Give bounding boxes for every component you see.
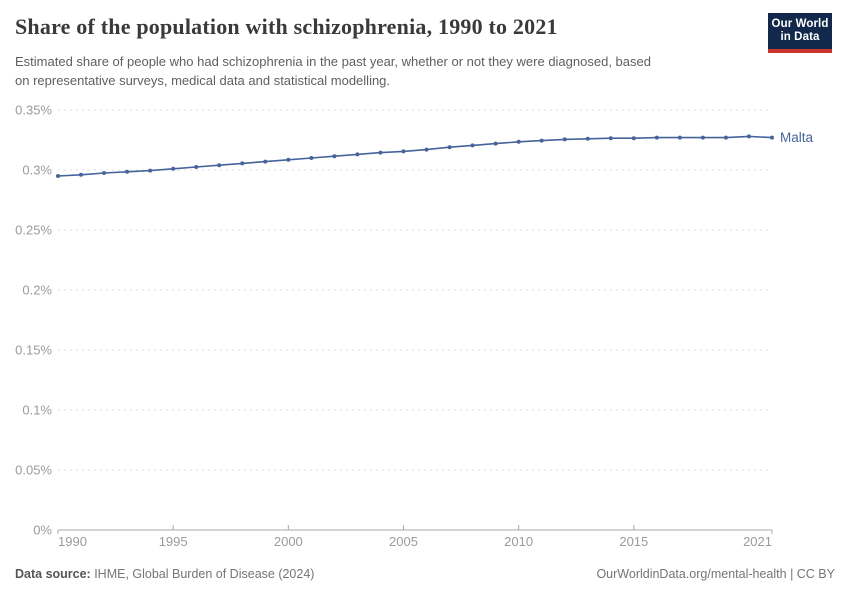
data-point[interactable] [309, 156, 314, 160]
chart-subtitle: Estimated share of people who had schizo… [15, 54, 651, 88]
data-point[interactable] [723, 135, 728, 140]
data-point[interactable] [240, 161, 245, 166]
data-point[interactable] [677, 135, 682, 140]
y-tick-label: 0.1% [22, 403, 52, 418]
data-point[interactable] [493, 141, 498, 146]
y-tick-label: 0.25% [15, 223, 52, 238]
data-point[interactable] [631, 136, 636, 141]
data-point[interactable] [148, 168, 153, 173]
x-tick-label: 2005 [389, 534, 418, 549]
data-point[interactable] [217, 163, 222, 168]
footer-link[interactable]: OurWorldinData.org/mental-health | CC BY [596, 567, 835, 581]
data-point[interactable] [263, 159, 268, 164]
y-tick-label: 0.3% [22, 163, 52, 178]
data-source-value: IHME, Global Burden of Disease (2024) [90, 567, 315, 581]
data-source-label: Data source: [15, 567, 91, 581]
x-tick-label: 1995 [159, 534, 188, 549]
x-tick-label: 2010 [504, 534, 533, 549]
data-point[interactable] [102, 171, 107, 175]
data-point[interactable] [125, 169, 130, 174]
line-chart-canvas[interactable]: 0% 0.05% 0.1% 0.15% 0.2% 0.25% 0.3% 0.35% 1990 19… [0, 0, 850, 560]
y-tick-label: 0.15% [15, 343, 52, 358]
data-point[interactable] [539, 138, 544, 143]
data-point[interactable] [194, 165, 199, 169]
data-point[interactable] [401, 149, 406, 154]
owid-logo-line1: Our World [771, 18, 829, 30]
data-point[interactable] [585, 136, 590, 141]
data-point[interactable] [447, 145, 452, 150]
data-point[interactable] [286, 157, 291, 162]
data-point[interactable] [171, 166, 176, 171]
owid-logo-line2: in Data [780, 31, 820, 43]
data-point[interactable] [355, 152, 360, 157]
page-title: Share of the population with schizophren… [15, 14, 558, 39]
x-tick-label: 2021 [743, 534, 772, 549]
chart-footer: Data source: IHME, Global Burden of Dise… [15, 567, 835, 581]
y-tick-label: 0% [33, 523, 52, 538]
data-point[interactable] [516, 139, 521, 144]
series-line[interactable] [57, 135, 773, 177]
data-point[interactable] [700, 135, 705, 140]
data-point[interactable] [56, 174, 60, 178]
data-point[interactable] [332, 154, 337, 159]
data-point[interactable] [654, 135, 659, 140]
owid-logo[interactable]: Our World in Data [768, 13, 832, 53]
x-tick-label: 1990 [58, 534, 87, 549]
y-tick-label: 0.05% [15, 463, 52, 478]
data-source-note: Data source: IHME, Global Burden of Dise… [15, 567, 314, 581]
x-tick-label: 2000 [274, 534, 303, 549]
data-point[interactable] [562, 137, 567, 142]
data-point[interactable] [79, 172, 84, 177]
x-tick-label: 2015 [619, 534, 648, 549]
y-tick-label: 0.35% [15, 103, 52, 118]
y-tick-label: 0.2% [22, 283, 52, 298]
data-point[interactable] [746, 134, 751, 139]
data-point[interactable] [470, 143, 475, 148]
data-point[interactable] [378, 150, 383, 155]
data-point[interactable] [608, 136, 613, 141]
series-label[interactable]: Malta [780, 130, 814, 145]
data-point[interactable] [424, 147, 429, 152]
data-point[interactable] [770, 135, 774, 140]
